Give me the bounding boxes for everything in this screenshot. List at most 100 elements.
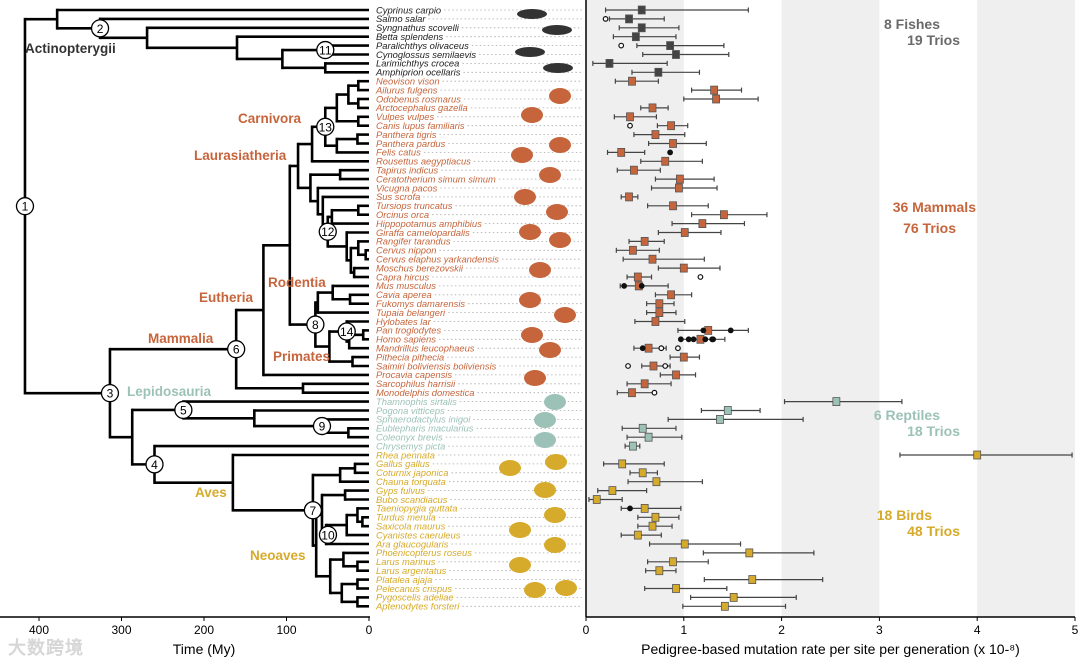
trio-point-open	[625, 363, 631, 369]
node-marker-icon	[316, 117, 335, 136]
animal-silhouettes	[499, 9, 577, 598]
species-name: Bubo scandiacus	[376, 494, 448, 505]
node-marker-icon	[318, 525, 338, 544]
species-name: Saxicola maurus	[376, 521, 446, 532]
animal-silhouette-icon	[555, 580, 577, 596]
mean-marker	[655, 308, 664, 318]
trio-point	[685, 336, 692, 343]
mean-marker	[666, 41, 675, 50]
node-marker-icon	[90, 19, 110, 38]
animal-silhouette-icon	[544, 394, 566, 410]
animal-silhouette-icon	[529, 262, 551, 278]
mean-marker	[675, 174, 684, 184]
species-name: Moschus berezovskii	[376, 262, 464, 273]
species-name: Orcinus orca	[376, 209, 429, 220]
mean-marker	[637, 5, 646, 15]
mean-marker	[633, 530, 642, 540]
mean-marker	[672, 370, 680, 380]
mean-marker	[629, 441, 637, 451]
mean-marker	[675, 183, 683, 193]
trio-point	[638, 283, 645, 289]
node-number: 2	[97, 22, 104, 36]
species-name: Sus scrofa	[376, 191, 420, 202]
clade-label-lepidosauria: Lepidosauria	[127, 384, 212, 399]
mean-marker	[651, 512, 660, 522]
mean-marker	[626, 112, 634, 122]
species-name: Taeniopygia guttata	[376, 503, 458, 514]
trio-point-open	[697, 274, 704, 280]
mean-marker	[720, 601, 729, 611]
node-marker-icon	[227, 340, 246, 359]
time-tick-label: 100	[276, 623, 296, 637]
species-name: Panthera tigris	[376, 129, 437, 140]
animal-silhouette-icon	[549, 137, 571, 153]
species-name: Tapirus indicus	[376, 165, 438, 176]
animal-silhouette-icon	[544, 507, 566, 523]
animal-silhouette-icon	[549, 88, 571, 104]
species-name: Ara glaucogularis	[375, 538, 449, 549]
node-marker-icon	[318, 222, 337, 241]
species-name: Hippopotamus amphibius	[376, 218, 482, 229]
mean-marker	[723, 406, 732, 415]
species-name: Tursiops truncatus	[376, 200, 453, 211]
trio-point	[690, 336, 697, 343]
mammal-trio-count: 76 Trios	[903, 220, 956, 236]
mean-marker	[652, 477, 661, 487]
node-number: 10	[321, 528, 335, 542]
species-name: Panthera pardus	[376, 138, 446, 149]
species-name: Pithecia pithecia	[376, 351, 444, 362]
mean-marker	[680, 539, 689, 549]
species-name: Gallus gallus	[376, 458, 430, 469]
trio-point-open	[627, 122, 633, 129]
forest-plot	[588, 5, 1073, 611]
animal-silhouette-icon	[542, 25, 572, 35]
mean-marker	[648, 254, 657, 264]
species-name: Thamnophis sirtalis	[376, 396, 457, 407]
species-name: Rangifer tarandus	[376, 236, 451, 247]
animal-silhouette-icon	[511, 147, 533, 163]
mean-marker	[625, 14, 633, 24]
node-number: 7	[310, 504, 317, 518]
species-name: Chauna torquata	[376, 476, 446, 487]
animal-silhouette-icon	[499, 460, 521, 476]
animal-silhouette-icon	[521, 107, 543, 123]
group-summary-mammal: 36 Mammals 76 Trios	[836, 199, 976, 236]
mean-marker	[672, 584, 680, 593]
mean-marker	[655, 299, 664, 309]
node-number: 11	[319, 44, 332, 58]
x-tick-label: 1	[680, 623, 687, 637]
node-number: 1	[22, 200, 29, 214]
species-name: Felis catus	[376, 147, 421, 158]
mean-marker	[648, 521, 657, 531]
species-name: Salmo salar	[376, 13, 426, 24]
species-name: Coleonyx brevis	[376, 432, 443, 443]
species-name: Betta splendens	[376, 31, 444, 42]
animal-silhouette-icon	[521, 327, 543, 343]
mean-marker	[617, 147, 626, 157]
species-name: Pan troglodytes	[376, 325, 441, 336]
animal-silhouette-icon	[515, 47, 545, 57]
species-name: Monodelphis domestica	[376, 387, 475, 398]
node-number: 5	[180, 403, 187, 417]
mean-marker	[638, 468, 647, 478]
node-number: 12	[321, 225, 335, 239]
clade-label-carnivora: Carnivora	[238, 111, 302, 126]
x-axis-title: Pedigree-based mutation rate per site pe…	[641, 641, 1020, 657]
trio-point	[677, 336, 684, 343]
clade-label-neoaves: Neoaves	[250, 548, 306, 563]
animal-silhouette-icon	[517, 9, 547, 19]
mean-marker	[679, 352, 688, 362]
mean-marker	[637, 23, 646, 33]
node-number: 6	[233, 343, 240, 357]
time-axis-title: Time (My)	[173, 641, 235, 657]
mean-marker	[719, 210, 728, 220]
group-summary-fish: 8 Fishes 19 Trios	[820, 16, 960, 48]
trio-point-open	[602, 16, 609, 22]
time-tick-label: 0	[366, 623, 373, 637]
clade-label-laurasiatheria: Laurasiatheria	[194, 148, 287, 163]
mean-marker	[644, 343, 653, 353]
animal-silhouette-icon	[545, 454, 567, 470]
mean-marker	[672, 50, 680, 59]
trio-point	[627, 505, 633, 512]
